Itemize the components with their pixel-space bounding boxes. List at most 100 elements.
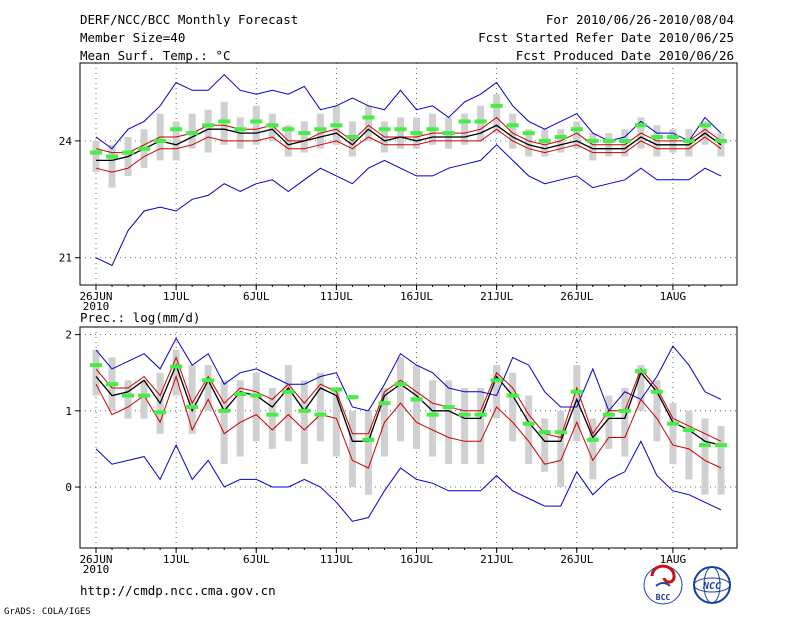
ensemble-marker <box>266 123 279 128</box>
spread-box <box>204 365 212 411</box>
ensemble-marker <box>330 387 343 392</box>
spread-box <box>413 365 421 449</box>
ncc-logo: NCC <box>693 566 731 604</box>
ensemble-marker <box>298 131 311 136</box>
x-tick-year-label: 2010 <box>83 300 110 313</box>
spread-box <box>461 113 469 145</box>
ensemble-marker <box>250 119 263 124</box>
spread-box <box>557 410 565 488</box>
ensemble-marker <box>234 392 247 397</box>
ensemble-marker <box>426 412 439 417</box>
series-line-max <box>95 337 722 412</box>
spread-box <box>509 113 517 149</box>
grads-credit: GrADS: COLA/IGES <box>4 607 91 617</box>
x-tick-label: 21JUL <box>480 553 513 566</box>
spread-box <box>364 105 372 141</box>
x-tick-year-label: 2010 <box>83 563 110 576</box>
ncc-logo-text: NCC <box>702 581 721 592</box>
ensemble-marker <box>650 135 663 139</box>
ensemble-marker <box>682 427 695 432</box>
series-line-max <box>95 74 722 150</box>
ensemble-marker <box>218 119 231 124</box>
ensemble-marker <box>715 138 727 143</box>
x-tick-label: 26JUN <box>79 290 112 303</box>
ensemble-marker <box>698 443 711 448</box>
ensemble-marker <box>698 123 711 128</box>
x-tick-label: 6JUL <box>243 553 270 566</box>
ensemble-marker <box>410 131 423 136</box>
spread-box <box>717 426 725 495</box>
ensemble-marker <box>266 412 279 417</box>
x-tick-label: 21JUL <box>480 290 513 303</box>
spread-box <box>477 387 485 465</box>
x-tick-label: 1JUL <box>163 290 190 303</box>
spread-box <box>316 372 324 442</box>
ensemble-marker <box>474 119 487 124</box>
spread-box <box>220 380 228 465</box>
series-line-upper-mid <box>95 116 722 154</box>
spread-box <box>92 140 100 173</box>
forecast-start-date: Fcst Started Refer Date 2010/06/25 <box>478 30 734 45</box>
spread-box <box>236 380 244 457</box>
series-line-mean <box>96 124 722 162</box>
ensemble-marker <box>202 123 215 128</box>
x-tick-label: 11JUL <box>320 553 353 566</box>
ensemble-marker <box>426 127 439 132</box>
series-line-upper-mid <box>95 356 722 442</box>
ensemble-marker <box>602 412 615 417</box>
precipitation-title: Prec.: log(mm/d) <box>80 310 200 325</box>
spread-box <box>573 365 581 442</box>
spread-box <box>140 380 148 419</box>
ensemble-marker <box>570 127 583 132</box>
ensemble-marker <box>298 408 311 413</box>
bcc-logo-text: BCC <box>656 593 671 602</box>
spread-box <box>525 129 533 157</box>
spread-box <box>396 357 404 442</box>
y-tick-label: 2 <box>65 329 72 342</box>
ensemble-marker <box>234 127 247 132</box>
ensemble-marker <box>682 138 695 143</box>
source-url[interactable]: http://cmdp.ncc.cma.gov.cn <box>80 583 276 598</box>
spread-box <box>621 387 629 457</box>
ensemble-marker <box>666 135 679 139</box>
chart-title: DERF/NCC/BCC Monthly Forecast <box>80 12 299 27</box>
spread-box <box>541 418 549 472</box>
spread-box <box>268 387 276 449</box>
ensemble-marker <box>170 364 183 369</box>
ensemble-marker <box>666 421 679 426</box>
spread-box <box>172 121 180 161</box>
forecast-period: For 2010/06/26-2010/08/04 <box>545 12 734 27</box>
spread-box <box>573 121 581 149</box>
spread-box <box>461 387 469 465</box>
spread-box <box>172 349 180 396</box>
ensemble-marker <box>570 389 583 394</box>
y-tick-label: 24 <box>59 135 73 148</box>
spread-box <box>108 144 116 188</box>
series-line-min <box>95 440 722 522</box>
ensemble-marker <box>282 389 295 394</box>
spread-box <box>348 410 356 488</box>
spread-box <box>252 105 260 145</box>
ensemble-marker <box>346 395 359 400</box>
spread-box <box>284 365 292 442</box>
spread-box <box>589 133 597 161</box>
variable-label: Mean Surf. Temp.: °C <box>80 48 231 63</box>
ensemble-marker <box>170 127 183 132</box>
x-tick-label: 6JUL <box>243 290 270 303</box>
x-tick-label: 1AUG <box>660 290 687 303</box>
ensemble-marker <box>154 138 167 143</box>
ensemble-marker <box>90 363 102 368</box>
x-tick-label: 16JUL <box>400 290 433 303</box>
ensemble-marker <box>586 138 599 143</box>
x-tick-label: 26JUN <box>79 553 112 566</box>
ensemble-marker <box>122 393 135 398</box>
series-line-lower-mid <box>95 374 722 469</box>
ensemble-marker <box>138 393 151 398</box>
ensemble-marker <box>522 131 535 136</box>
y-tick-label: 0 <box>65 481 72 494</box>
spread-box <box>669 403 677 465</box>
ensemble-marker <box>650 389 663 394</box>
spread-box <box>429 380 437 457</box>
